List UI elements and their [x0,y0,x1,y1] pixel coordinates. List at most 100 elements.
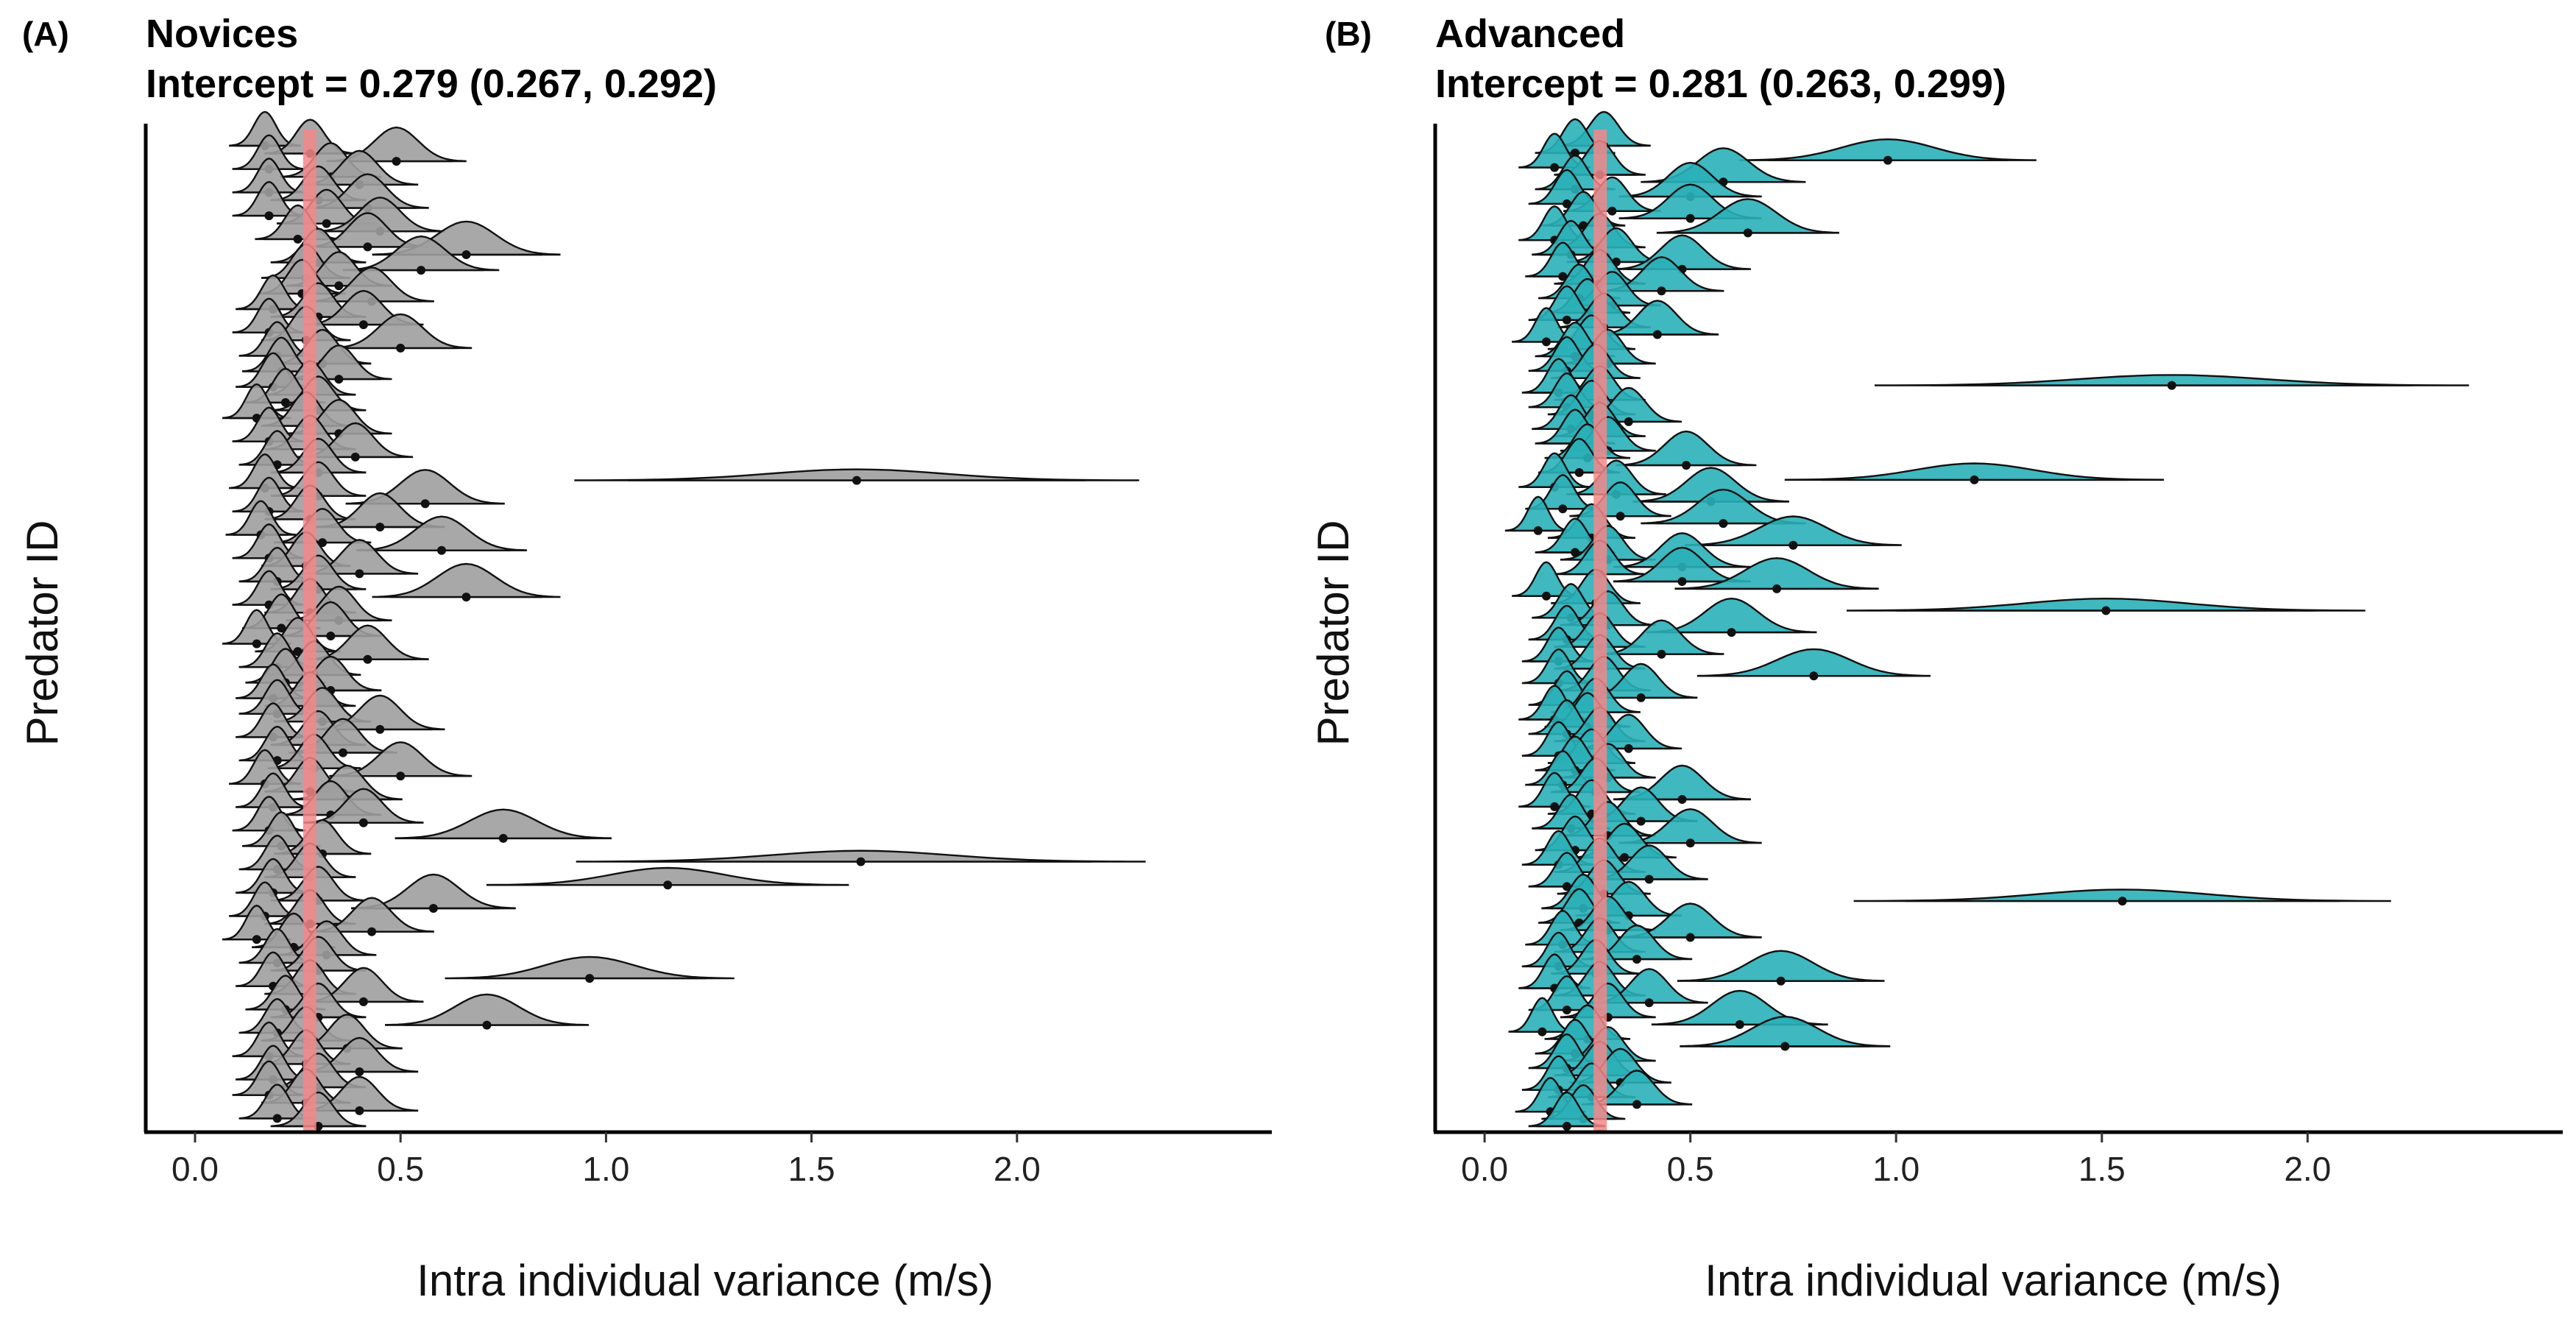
density-ridge [236,772,311,808]
point-estimate [1970,475,1979,484]
point-estimate [339,748,347,757]
x-ticks-a: 0.0 0.5 1.0 1.5 2.0 [171,1132,1041,1188]
point-estimate [1772,584,1782,593]
point-estimate [355,569,364,579]
density-ridge [1560,525,1656,561]
panel-title-advanced: Advanced [1435,12,1625,56]
density-ridge [1618,161,1762,198]
density-ridge [1739,138,2037,161]
point-estimate [2167,381,2176,390]
point-estimate [1542,337,1551,347]
point-estimate [355,1067,364,1076]
point-estimate [1657,286,1666,296]
density-ridge [1674,556,1879,590]
point-estimate [1562,315,1571,325]
density-ridge [270,1091,367,1128]
point-estimate [252,639,261,649]
point-estimate [1550,163,1560,172]
intercept-line-a [302,130,316,1132]
axes-b [1433,124,2563,1134]
point-estimate [1682,461,1691,470]
point-estimate [2117,897,2127,906]
point-estimate [1677,795,1687,804]
y-axis-title-b: Predator ID [1309,520,1358,746]
point-estimate [1809,671,1819,681]
density-ridge [1566,459,1666,495]
x-axis-title-a: Intra individual variance (m/s) [417,1256,994,1305]
point-estimate [396,771,406,781]
density-ridge [232,134,306,170]
point-estimate [1636,816,1646,826]
point-estimate [1562,1006,1571,1015]
point-estimate [1719,519,1728,529]
point-estimate [1550,802,1560,811]
point-estimate [1533,526,1543,535]
panel-subtitle-intercept-a: Intercept = 0.279 (0.267, 0.292) [146,62,717,106]
point-estimate [585,974,595,983]
point-estimate [1644,875,1654,884]
point-estimate [363,654,372,664]
density-ridge [385,993,589,1026]
point-estimate [1776,976,1786,986]
density-ridge [270,866,367,902]
point-estimate [2101,606,2111,615]
density-ridge [1632,467,1789,503]
point-estimate [437,545,446,555]
density-ridge [372,562,561,598]
point-estimate [1652,330,1662,339]
panel-label-b: (B) [1325,15,1372,53]
point-estimate [355,1106,364,1115]
point-estimate [1883,155,1892,165]
x-tick-label: 2.0 [2284,1150,2331,1188]
point-estimate [1607,206,1617,216]
point-estimate [420,499,430,509]
point-estimate [1780,1042,1790,1051]
point-estimate [277,623,286,633]
point-estimate [1624,743,1633,753]
density-ridge [1696,648,1931,677]
point-estimate [1685,838,1695,848]
point-estimate [396,343,406,353]
axes-a [144,124,1272,1134]
point-estimate [461,250,471,259]
panel-label-a: (A) [22,15,69,53]
point-estimate [498,833,508,843]
point-estimate [1624,417,1633,426]
x-tick-label: 1.5 [2078,1150,2126,1188]
density-ridge [486,866,849,886]
y-axis-title-a: Predator ID [18,520,67,746]
point-estimate [363,242,372,252]
point-estimate [1616,512,1625,521]
density-ridge [1784,462,2165,481]
density-ridge [270,461,367,497]
point-estimate [252,935,261,944]
point-estimate [358,320,368,330]
x-ticks-b: 0.0 0.5 1.0 1.5 2.0 [1461,1132,2331,1188]
point-estimate [1657,649,1666,659]
density-ridge [342,235,500,272]
point-estimate [264,211,274,221]
point-estimate [1571,548,1580,557]
point-estimate [663,880,673,890]
density-ridge [329,313,473,350]
point-estimate [322,219,331,228]
panel-title-novices: Novices [146,12,298,56]
point-estimate [1644,998,1654,1008]
point-estimate [1538,1027,1547,1036]
density-ridge [1616,430,1757,467]
density-ridge [445,955,735,980]
point-estimate [1632,955,1641,964]
point-estimate [1636,693,1646,702]
point-estimate [334,281,344,291]
x-tick-label: 0.5 [377,1150,424,1188]
point-estimate [1727,628,1736,637]
point-estimate [482,1020,492,1030]
density-ridge [1613,234,1751,270]
density-ridge [1596,300,1719,336]
x-tick-label: 2.0 [994,1150,1041,1188]
point-estimate [280,398,290,407]
panel-subtitle-intercept-b: Intercept = 0.281 (0.263, 0.299) [1435,62,2006,106]
density-ridge [1504,495,1571,532]
density-ridge [1685,515,1902,546]
x-tick-label: 0.0 [171,1150,219,1188]
